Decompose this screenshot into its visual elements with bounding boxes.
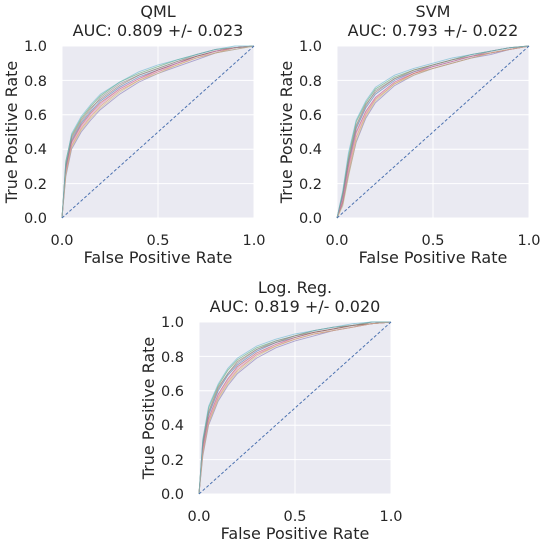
y-tick-label: 0.4 xyxy=(24,142,47,158)
y-tick-label: 1.0 xyxy=(299,39,322,55)
x-tick-label: 0.5 xyxy=(146,233,169,249)
x-tick-label: 1.0 xyxy=(242,233,265,249)
x-tick-label: 0.0 xyxy=(325,233,348,249)
roc-curve-fold-9 xyxy=(198,321,392,495)
y-tick-label: 0.8 xyxy=(299,74,322,90)
roc-panel-qml: QML AUC: 0.809 +/- 0.023 0.0 0.5 1.0 0.0… xyxy=(2,2,266,267)
roc-curve-fold-10 xyxy=(61,45,254,219)
roc-curve-fold-9 xyxy=(336,45,530,219)
y-tick-label: 0.2 xyxy=(299,177,322,193)
roc-curves xyxy=(61,45,255,219)
grid xyxy=(198,321,392,495)
y-tick-label: 0.0 xyxy=(299,211,322,227)
chance-diagonal xyxy=(336,45,530,219)
roc-curves xyxy=(336,45,530,219)
y-tick-label: 0.2 xyxy=(161,453,184,469)
chance-diagonal xyxy=(61,45,255,219)
roc-panel-log-reg: Log. Reg. AUC: 0.819 +/- 0.020 0.0 0.5 1… xyxy=(139,278,403,543)
panel-title: QML xyxy=(140,2,175,21)
panel-subtitle: AUC: 0.819 +/- 0.020 xyxy=(210,297,381,316)
x-axis-label: False Positive Rate xyxy=(359,248,508,267)
y-tick-label: 0.6 xyxy=(24,108,47,124)
roc-curve-fold-9 xyxy=(61,45,255,219)
x-tick-label: 0.5 xyxy=(421,233,444,249)
y-tick-label: 0.4 xyxy=(299,142,322,158)
x-tick-label: 0.5 xyxy=(283,509,306,525)
x-tick-label: 1.0 xyxy=(379,509,402,525)
x-tick-label: 1.0 xyxy=(517,233,540,249)
x-axis-label: False Positive Rate xyxy=(84,248,233,267)
roc-curves xyxy=(198,321,392,495)
x-axis-label: False Positive Rate xyxy=(221,524,370,543)
roc-curve-fold-8 xyxy=(198,321,391,495)
y-tick-label: 0.0 xyxy=(24,211,47,227)
roc-curve-fold-10 xyxy=(198,321,391,495)
y-axis-label: True Positive Rate xyxy=(2,61,21,205)
panel-subtitle: AUC: 0.793 +/- 0.022 xyxy=(348,21,519,40)
y-tick-label: 0.2 xyxy=(24,177,47,193)
y-tick-label: 0.8 xyxy=(24,74,47,90)
y-tick-label: 0.8 xyxy=(161,350,184,366)
roc-curve-fold-10 xyxy=(336,45,530,219)
panel-title: Log. Reg. xyxy=(258,278,332,297)
y-axis-label: True Positive Rate xyxy=(139,337,158,481)
y-tick-label: 1.0 xyxy=(161,315,184,331)
y-tick-label: 0.6 xyxy=(299,108,322,124)
roc-panel-svm: SVM AUC: 0.793 +/- 0.022 0.0 0.5 1.0 0.0… xyxy=(277,2,541,267)
x-tick-label: 0.0 xyxy=(187,509,210,525)
panel-subtitle: AUC: 0.809 +/- 0.023 xyxy=(73,21,244,40)
y-axis-label: True Positive Rate xyxy=(277,61,296,205)
grid xyxy=(336,45,530,219)
y-tick-label: 0.4 xyxy=(161,418,184,434)
chance-diagonal xyxy=(198,321,392,495)
x-tick-label: 0.0 xyxy=(50,233,73,249)
y-tick-label: 1.0 xyxy=(24,39,47,55)
grid xyxy=(61,45,255,219)
roc-curve-fold-7 xyxy=(61,45,255,219)
y-tick-label: 0.6 xyxy=(161,384,184,400)
panel-title: SVM xyxy=(416,2,451,21)
y-tick-label: 0.0 xyxy=(161,487,184,503)
